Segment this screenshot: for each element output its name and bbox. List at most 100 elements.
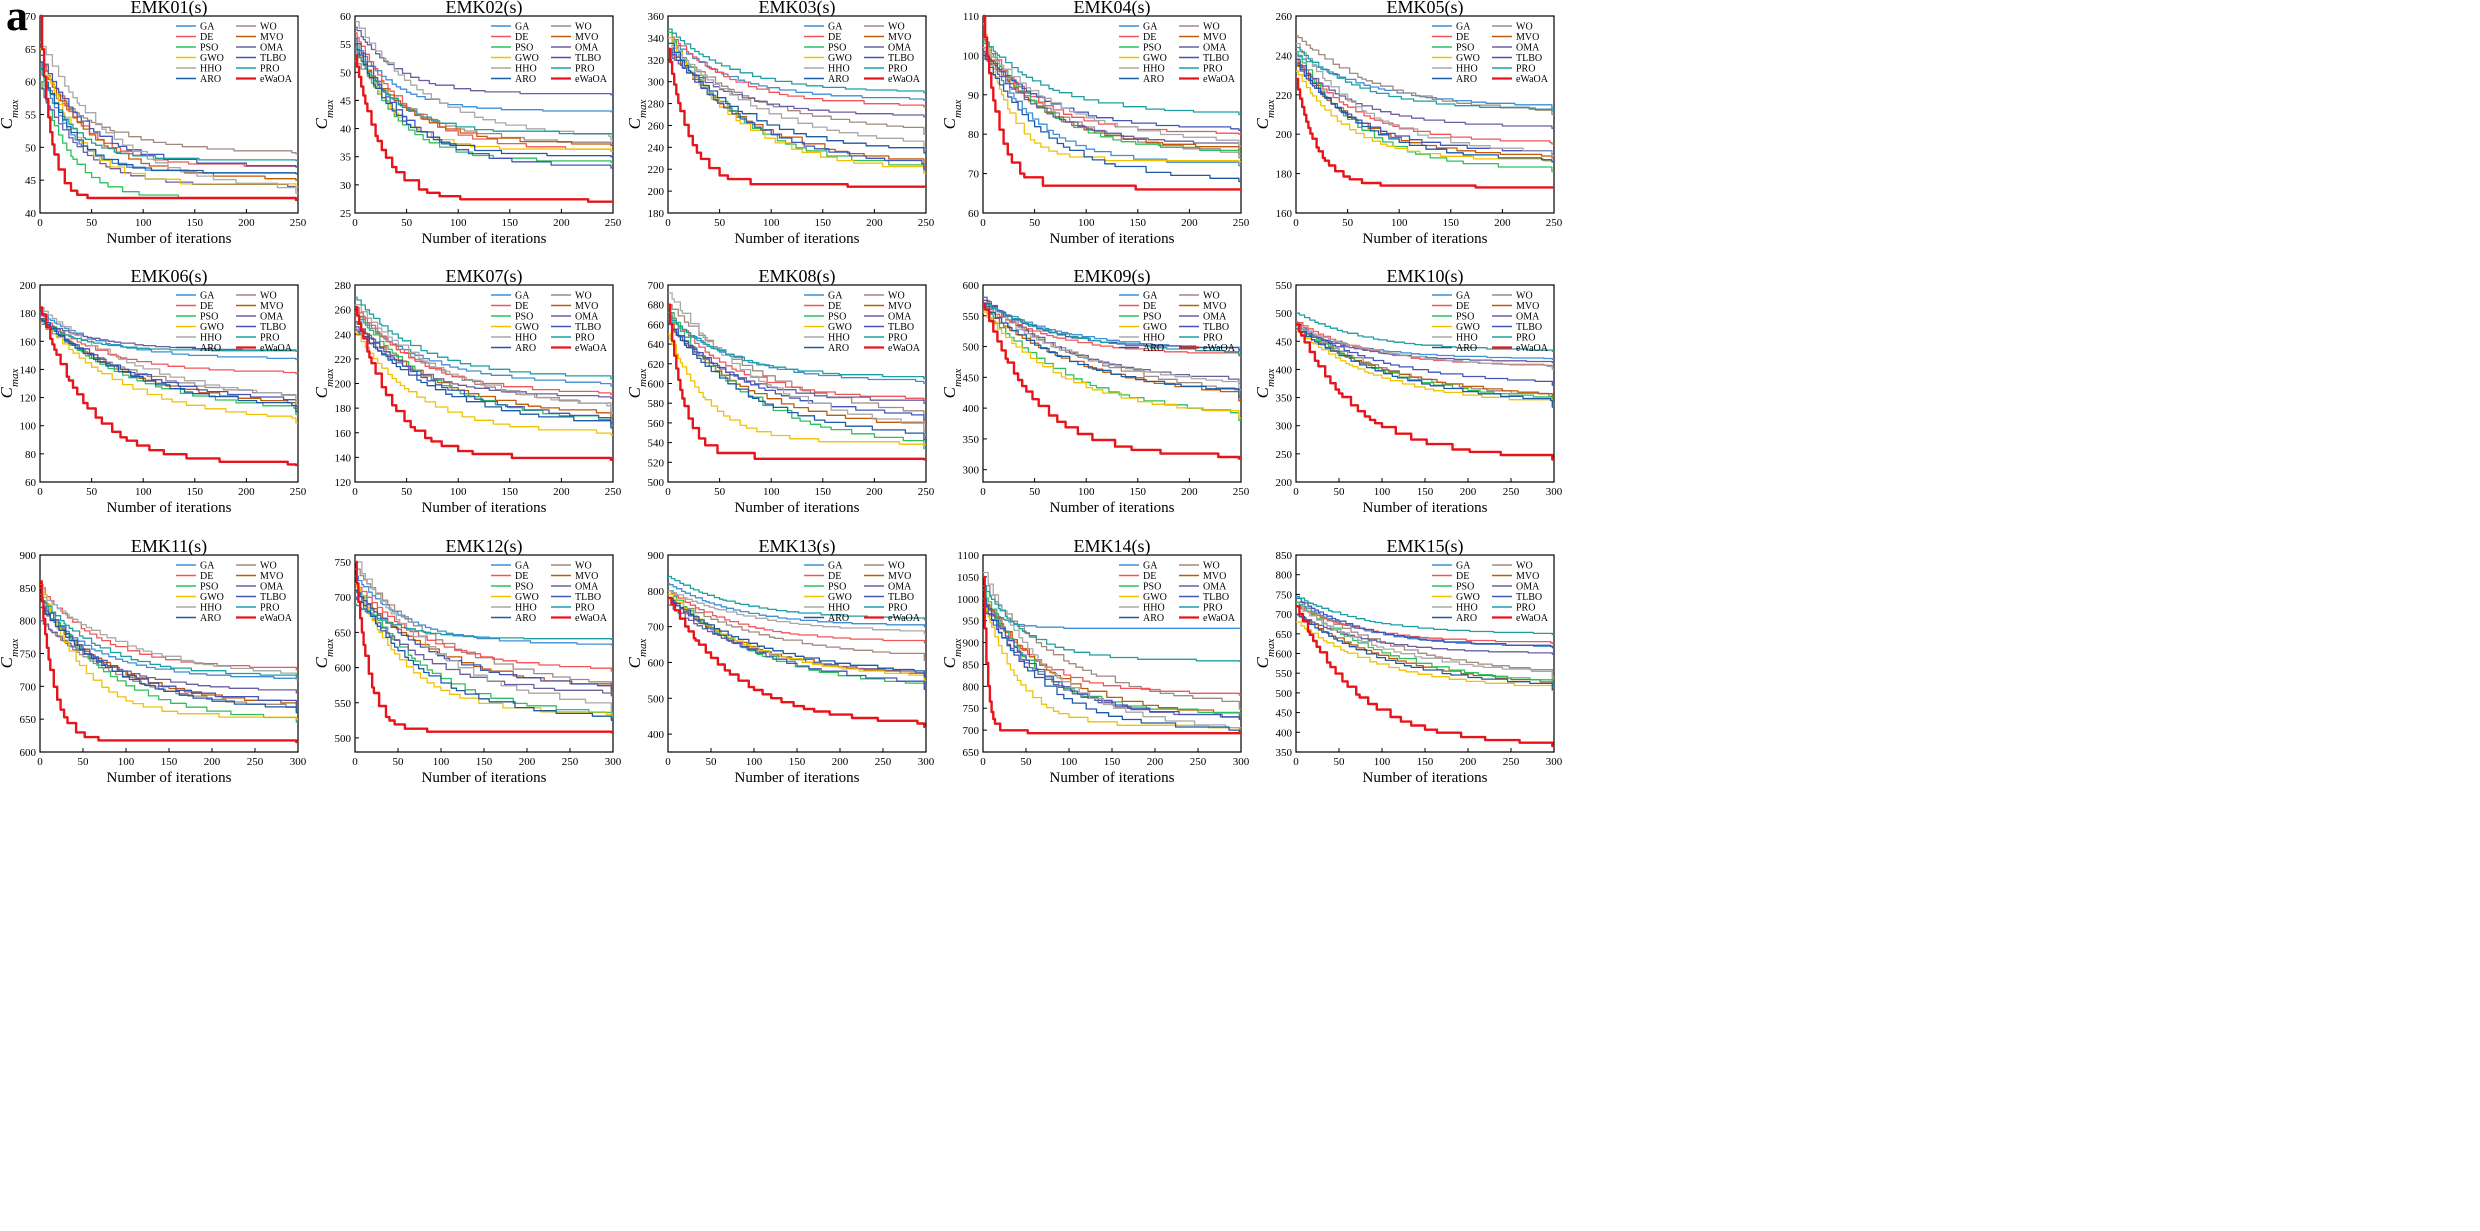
series-aro [40,606,298,714]
series-de [355,306,613,396]
legend-label: eWaOA [260,613,293,624]
legend-label: WO [575,561,592,572]
x-tick-label: 200 [1460,486,1477,498]
legend-label: PRO [1516,333,1535,344]
plot-frame [39,284,299,483]
x-tick-label: 150 [789,756,806,768]
y-tick-label: 180 [335,403,352,415]
series-pro [355,296,613,380]
legend-label: PSO [200,582,218,593]
y-tick-label: 200 [1276,129,1293,141]
x-tick-label: 200 [1494,217,1511,229]
legend-label: HHO [1143,64,1165,75]
chart-title: EMK05(s) [1387,0,1464,18]
x-tick-label: 250 [1503,486,1520,498]
series-pro [1296,595,1554,636]
legend-label: eWaOA [888,74,921,85]
series-oma [355,26,613,96]
y-tick-label: 250 [1276,449,1293,461]
series-aro [355,326,613,429]
legend-label: GWO [200,322,224,333]
series-ewaoa [1296,77,1554,189]
legend-label: PSO [200,312,218,323]
series-oma [983,296,1241,385]
y-tick-label: 700 [1276,609,1293,621]
x-tick-label: 50 [78,756,90,768]
series-hho [983,571,1241,733]
series-aro [668,597,926,678]
x-tick-label: 200 [1460,756,1477,768]
legend-label: DE [1456,571,1469,582]
legend-label: PRO [1516,64,1535,75]
y-tick-label: 160 [1276,208,1293,220]
legend-label: GA [828,291,843,302]
legend-label: ARO [515,343,536,354]
legend-label: OMA [1203,582,1227,593]
legend-label: TLBO [1203,592,1229,603]
legend-label: WO [260,561,277,572]
legend-label: TLBO [1203,322,1229,333]
legend-label: HHO [1143,333,1165,344]
legend-label: PRO [575,333,594,344]
series-gwo [1296,329,1554,407]
x-axis-label: Number of iterations [735,500,860,516]
x-tick-label: 100 [1374,756,1391,768]
y-axis-label: Cmax [625,100,649,130]
legend-label: HHO [828,603,850,614]
y-tick-label: 40 [25,208,37,220]
x-tick-label: 150 [502,486,519,498]
legend-label: PRO [888,64,907,75]
series-hho [668,292,926,436]
y-axis-label: Cmax [940,100,964,130]
x-tick-label: 100 [433,756,450,768]
legend-label: WO [888,561,905,572]
legend-label: GWO [828,322,852,333]
y-tick-label: 240 [648,142,665,154]
y-tick-label: 80 [25,449,37,461]
legend-label: HHO [200,64,222,75]
legend-label: HHO [828,333,850,344]
chart-title: EMK02(s) [446,0,523,18]
series-ewaoa [1296,605,1554,748]
x-axis-label: Number of iterations [107,231,232,247]
y-tick-label: 640 [648,339,665,351]
series-pro [1296,312,1554,353]
x-tick-label: 50 [86,217,98,229]
chart-11: EMK11(s) 0 50 100 150 200 250 300 600 650 700 750 80… [0,536,307,786]
legend-label: TLBO [575,592,601,603]
legend-label: MVO [1203,32,1226,43]
y-tick-label: 800 [20,616,37,628]
series-tlbo [983,50,1241,131]
x-axis-label: Number of iterations [1050,231,1175,247]
y-tick-label: 350 [963,434,980,446]
legend-label: WO [575,22,592,33]
legend-label: eWaOA [575,343,608,354]
series-pso [983,589,1241,716]
series-de [1296,58,1554,145]
y-tick-label: 700 [648,280,665,292]
y-tick-label: 400 [648,729,665,741]
legend-label: MVO [260,32,283,43]
series-pso [355,582,613,718]
legend-label: OMA [1203,43,1227,54]
series-aro [1296,58,1554,163]
legend-label: DE [828,32,841,43]
series-de [668,311,926,401]
legend-label: OMA [1203,312,1227,323]
x-tick-label: 100 [1078,217,1095,229]
y-tick-label: 240 [1276,50,1293,62]
series-gwo [40,318,298,424]
legend-label: PRO [260,333,279,344]
legend-label: HHO [828,64,850,75]
series-ewaoa [668,47,926,188]
y-tick-label: 650 [335,627,352,639]
legend-label: eWaOA [888,343,921,354]
y-tick-label: 700 [335,592,352,604]
x-tick-label: 50 [401,486,413,498]
y-tick-label: 900 [20,550,37,562]
x-tick-label: 100 [746,756,763,768]
legend-label: PRO [1203,333,1222,344]
x-tick-label: 150 [1417,486,1434,498]
x-tick-label: 50 [1334,486,1346,498]
x-tick-label: 100 [1061,756,1078,768]
